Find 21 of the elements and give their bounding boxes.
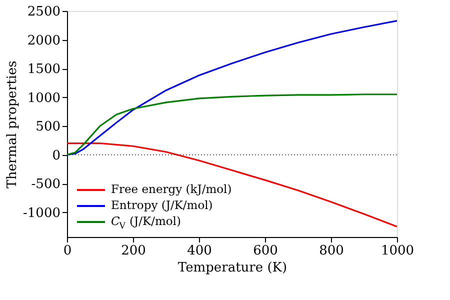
line-series bbox=[67, 94, 397, 156]
x-tick-label: 0 bbox=[63, 244, 72, 258]
line-series bbox=[67, 142, 397, 228]
x-tick-label: 1000 bbox=[380, 244, 414, 258]
y-tick-label: 2000 bbox=[27, 33, 60, 48]
y-tick-label: 0 bbox=[52, 148, 60, 164]
x-tick-label: 200 bbox=[121, 244, 146, 258]
y-axis-title: Thermal properties bbox=[5, 60, 20, 188]
y-tick-label: 1500 bbox=[27, 62, 60, 78]
y-tick-label: 2500 bbox=[27, 4, 60, 20]
line-series bbox=[67, 20, 397, 156]
y-tick-label: 500 bbox=[36, 120, 60, 135]
x-tick-label: 400 bbox=[187, 244, 212, 258]
x-tick-label: 800 bbox=[319, 244, 344, 258]
y-tick-label: -500 bbox=[31, 177, 60, 192]
legend-label: Entropy (J/K/mol) bbox=[111, 198, 213, 212]
y-tick-label: 1000 bbox=[27, 90, 60, 106]
legend-label: Free energy (kJ/mol) bbox=[111, 182, 232, 196]
x-axis-title: Temperature (K) bbox=[178, 260, 288, 276]
y-tick-label: -1000 bbox=[23, 206, 60, 221]
x-tick-label: 600 bbox=[253, 244, 278, 258]
